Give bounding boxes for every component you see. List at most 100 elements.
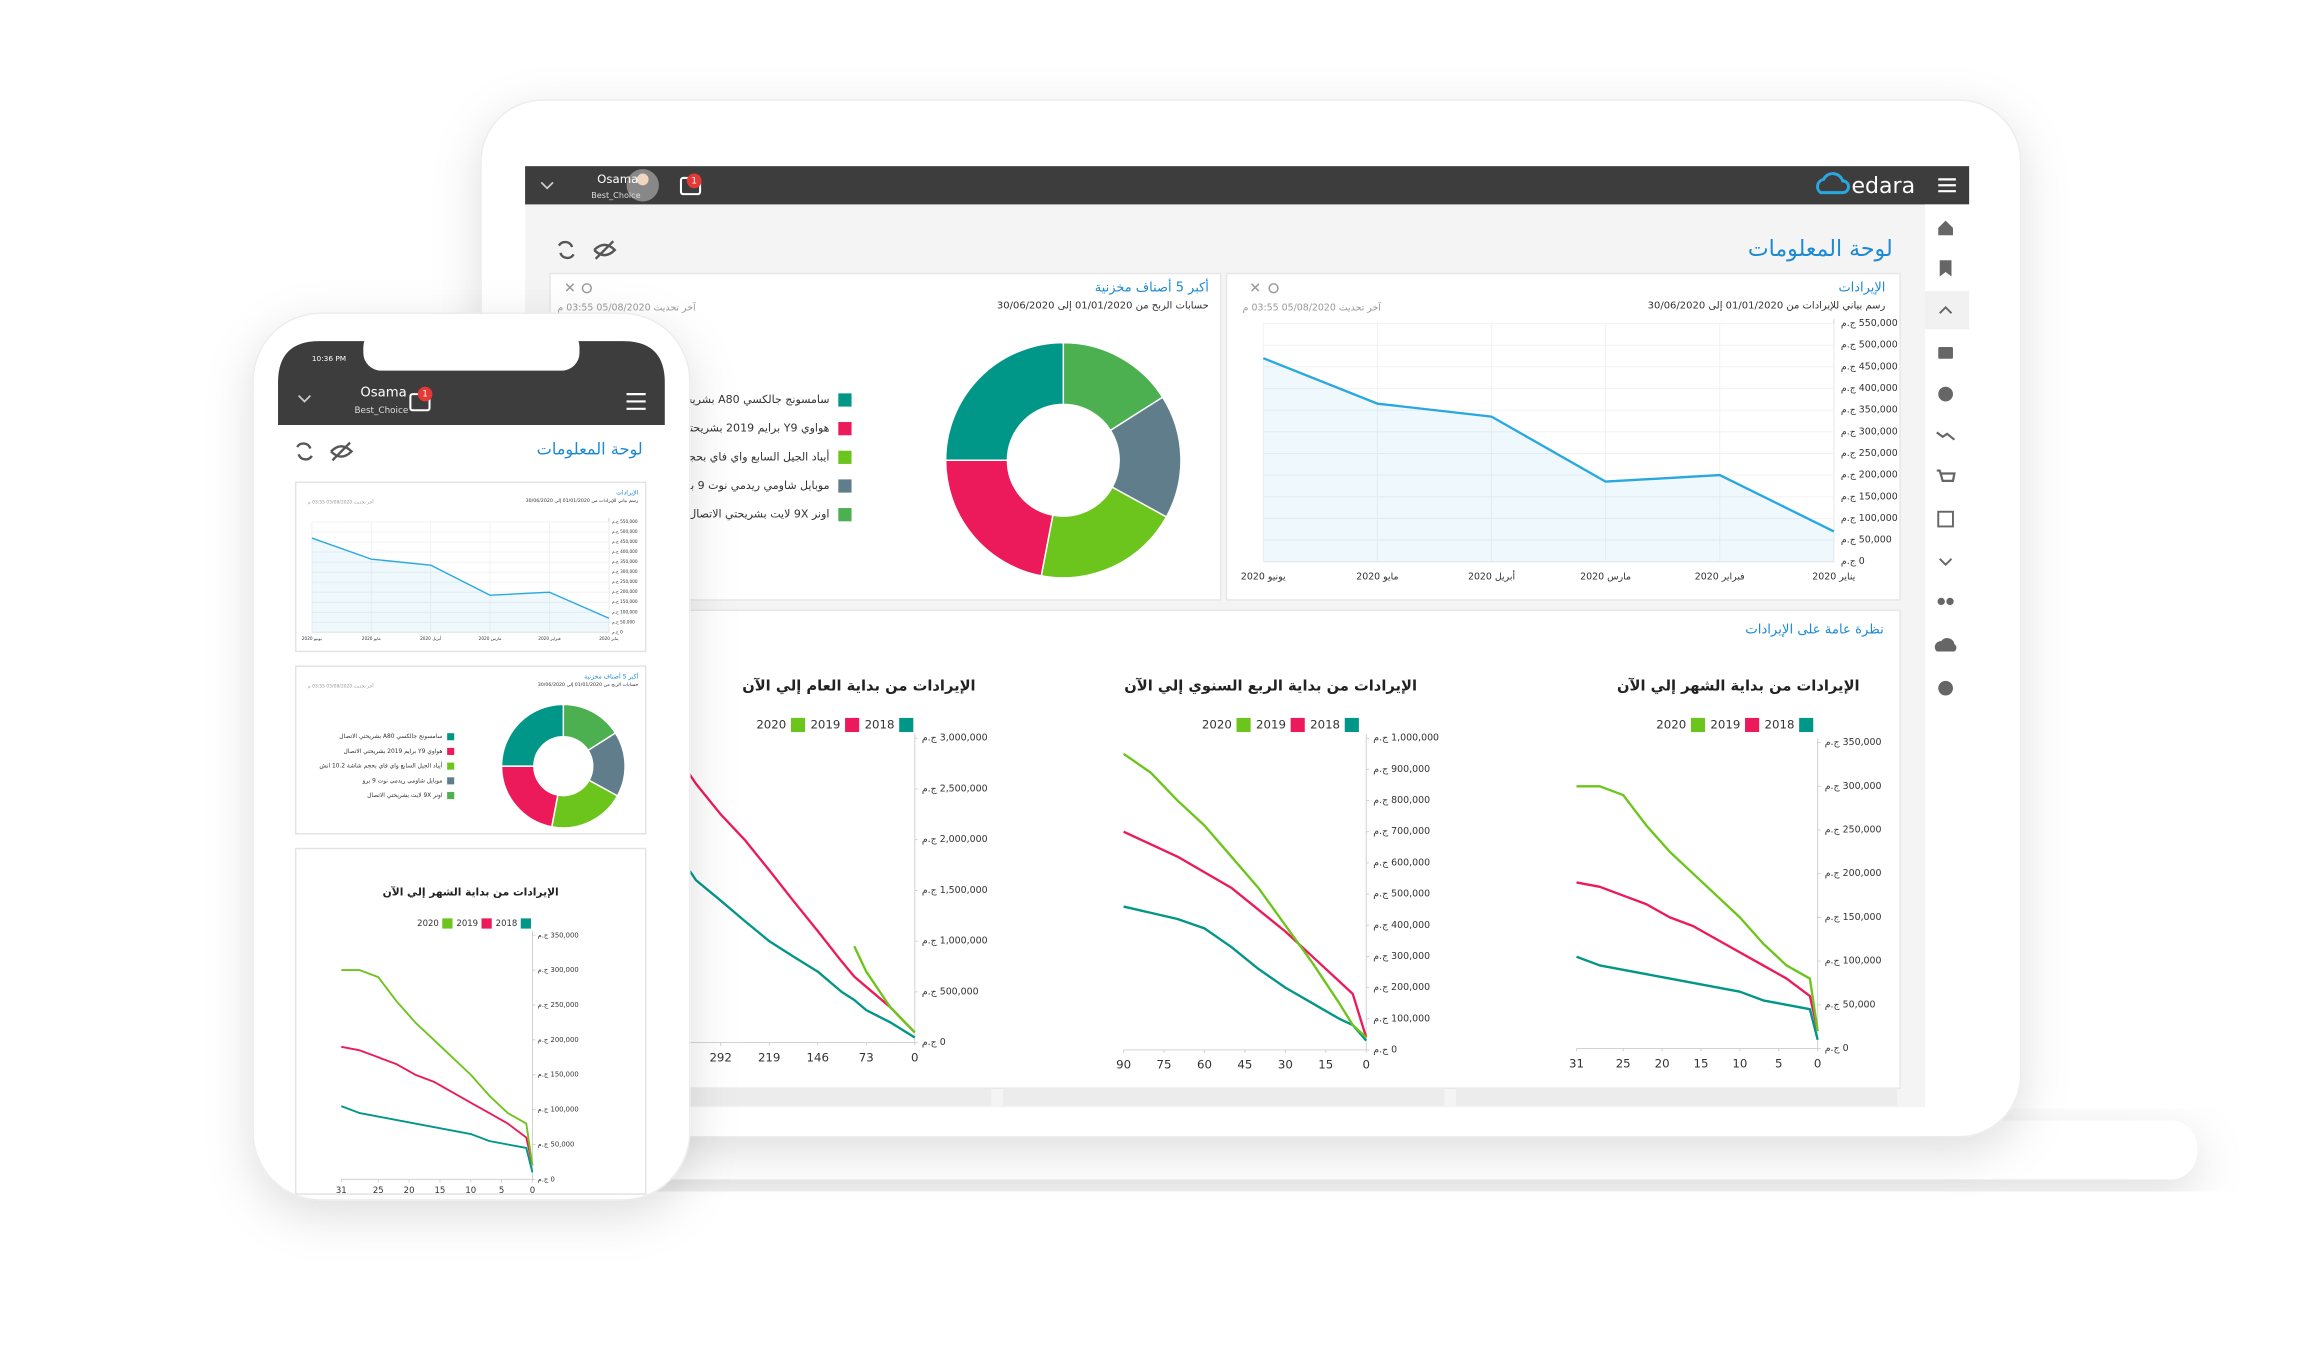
user-menu-chevron[interactable] [540, 181, 554, 190]
hide-button[interactable] [330, 441, 354, 462]
series-line [341, 1045, 534, 1166]
bookmark-icon[interactable] [1939, 260, 1952, 277]
y-tick-label: 1,000,000 ج.م [1373, 733, 1439, 744]
legend-label: 2018 [1310, 717, 1340, 731]
card-title: الإيرادات [616, 490, 638, 497]
x-tick-label: 25 [1616, 1056, 1631, 1070]
cart-icon[interactable] [1936, 469, 1956, 482]
series-line [1123, 905, 1368, 1042]
collapse-icon[interactable] [1939, 305, 1953, 314]
y-tick-label: 400,000 ج.م [612, 549, 638, 554]
y-tick-label: 550,000 ج.م [1841, 318, 1898, 329]
notification-count: 1 [691, 176, 697, 186]
legend-label: 2019 [1710, 717, 1740, 731]
refresh-card-button[interactable] [1268, 283, 1279, 294]
y-tick-label: 300,000 ج.م [612, 569, 638, 574]
settings-icon[interactable] [1938, 680, 1953, 696]
y-tick-label: 150,000 ج.م [612, 599, 638, 604]
card-subtitle: حسابات الربح من 01/01/2020 إلى 30/06/202… [997, 300, 1209, 311]
chart-title: الإيرادات من بداية الشهر إلي الآن [1617, 678, 1860, 695]
x-tick-label: 15 [1694, 1056, 1709, 1070]
sidebar [1925, 204, 1970, 1108]
y-tick-label: 500,000 ج.م [612, 529, 638, 534]
user-name: Osama [360, 386, 406, 401]
x-tick-label: 146 [807, 1050, 829, 1064]
y-tick-label: 100,000 ج.م [1825, 956, 1882, 967]
legend-swatch [790, 717, 806, 733]
y-tick-label: 50,000 ج.م [538, 1140, 575, 1148]
sidebar-active [1925, 291, 1970, 330]
refresh-card-button[interactable] [581, 283, 592, 294]
y-tick-label: 200,000 ج.م [1841, 470, 1898, 481]
users-icon[interactable] [1937, 597, 1945, 606]
donut-slice [944, 341, 1065, 462]
series-line [1576, 785, 1819, 1032]
x-tick-label: 20 [404, 1186, 415, 1196]
phone-toolbar [296, 441, 354, 462]
user-role: Best_Choice [591, 190, 640, 200]
area [311, 538, 609, 633]
phone-content: 10:36 PM Osama Best_Choice 1 لوحة المعلومات ا… [302, 354, 643, 1196]
legend-swatch [845, 717, 860, 733]
y-tick-label: 350,000 ج.م [538, 931, 579, 939]
chart-title: الإيرادات من بداية العام إلي الآن [742, 678, 975, 695]
notification-badge [417, 386, 433, 402]
legend-swatch [1344, 717, 1359, 733]
expand-icon[interactable] [1939, 558, 1953, 567]
x-tick-label: 45 [1237, 1058, 1252, 1072]
y-tick-label: 350,000 ج.م [1841, 405, 1898, 416]
money-icon[interactable] [1938, 386, 1953, 402]
y-tick-label: 50,000 ج.م [1841, 535, 1892, 546]
menu-button[interactable] [626, 392, 646, 410]
y-tick-label: 500,000 ج.م [1373, 889, 1430, 900]
trend-icon[interactable] [1936, 431, 1956, 441]
series-line [853, 945, 916, 1034]
legend-swatch [447, 747, 455, 755]
y-tick-label: 50,000 ج.م [612, 619, 635, 624]
series-line [1123, 830, 1368, 1038]
legend-swatch [1799, 717, 1814, 733]
user-menu-chevron[interactable] [298, 394, 312, 403]
y-tick-label: 250,000 ج.م [612, 579, 638, 584]
donut-slice [500, 765, 559, 828]
cloud-icon[interactable] [1934, 638, 1957, 652]
y-tick-label: 0 ج.م [612, 629, 623, 634]
y-tick-label: 50,000 ج.م [1825, 999, 1876, 1010]
month-card [294, 847, 647, 1195]
store-icon[interactable] [1938, 347, 1953, 359]
table-icon[interactable] [1937, 510, 1954, 528]
y-tick-label: 100,000 ج.م [612, 609, 638, 614]
y-tick-label: 300,000 ج.م [1825, 781, 1882, 792]
card-title: الإيرادات [1838, 281, 1885, 296]
close-button[interactable] [1251, 283, 1260, 292]
sidebar-icons [1934, 220, 1957, 696]
refresh-button[interactable] [296, 442, 313, 461]
revenue-card [1225, 272, 1901, 601]
close-button[interactable] [565, 283, 575, 292]
x-tick-label: يناير 2020 [1812, 572, 1855, 583]
card-updated: آخر تحديث 05/08/2020 03:55 م [557, 302, 696, 314]
legend-label: أيباد الجيل السابع واي فاي بحجم شاشة 10.… [319, 762, 442, 770]
x-tick-label: يونيو 2020 [1241, 572, 1286, 583]
y-tick-label: 0 ج.م [1373, 1044, 1397, 1055]
y-tick-label: 150,000 ج.م [1825, 912, 1882, 923]
menu-button[interactable] [1938, 178, 1956, 193]
legend-swatch [447, 762, 455, 770]
status-time: 10:36 PM [312, 354, 346, 363]
series-line [671, 844, 916, 1039]
hide-button[interactable] [593, 240, 617, 260]
legend-label: اونر 9X لايت بشريحتي الاتصال [367, 793, 443, 799]
x-tick-label: 5 [499, 1186, 504, 1196]
y-tick-label: 2,000,000 ج.م [922, 834, 988, 845]
x-tick-label: أبريل 2020 [1468, 570, 1515, 583]
y-tick-label: 1,500,000 ج.م [922, 885, 988, 896]
x-tick-label: 0 [1362, 1058, 1369, 1072]
y-tick-label: 250,000 ج.م [1825, 825, 1882, 836]
refresh-button[interactable] [557, 240, 575, 260]
phone: 10:36 PM Osama Best_Choice 1 لوحة المعلومات ا… [252, 312, 691, 1201]
donut-slice [944, 459, 1054, 577]
section-title: نظرة عامة على الإيرادات [1745, 622, 1884, 637]
x-tick-label: 90 [1116, 1058, 1131, 1072]
y-tick-label: 250,000 ج.م [1841, 448, 1898, 459]
